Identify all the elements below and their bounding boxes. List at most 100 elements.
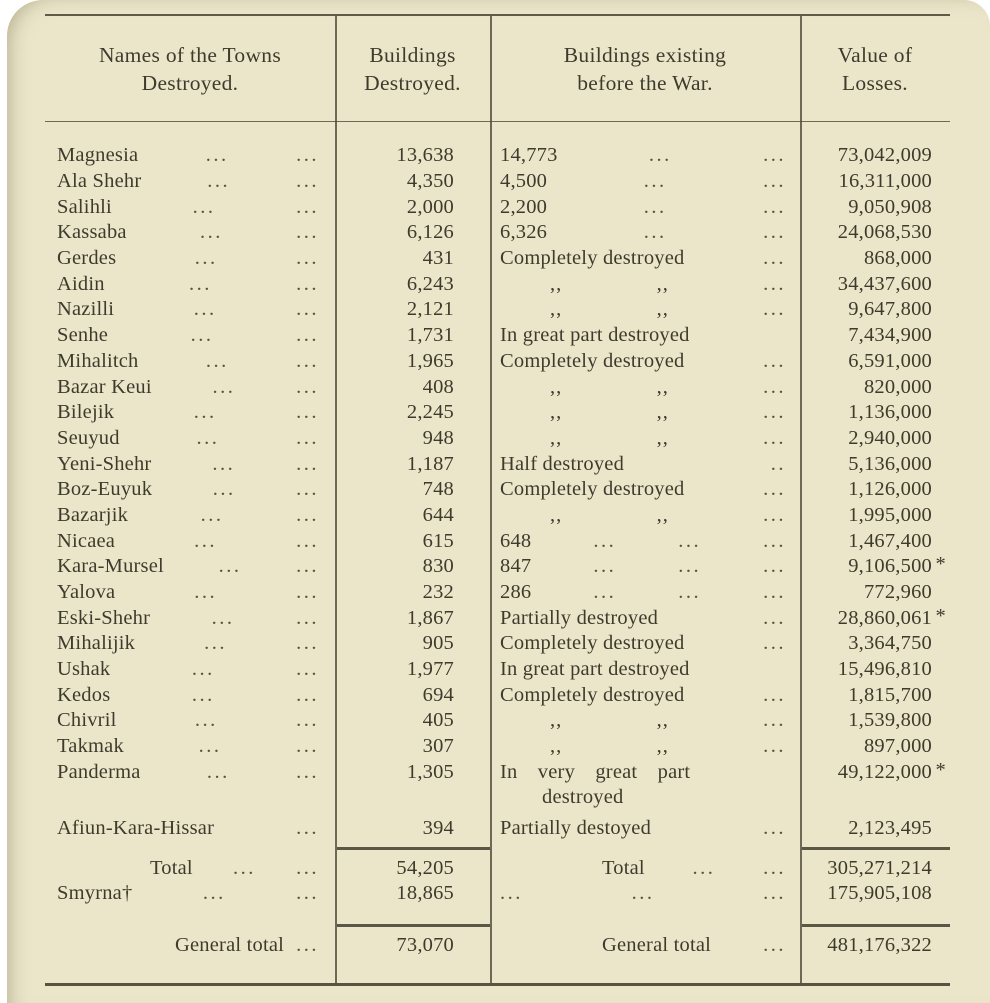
before-war-text: Completely destroyed: [500, 349, 685, 372]
town-cell: Gerdes......: [45, 247, 335, 270]
header-before-war: Buildings existing before the War.: [490, 41, 800, 97]
town-label: Nazilli: [57, 298, 115, 321]
before-war-text: 2,200: [500, 195, 548, 218]
dot-leader: ...: [296, 272, 319, 295]
dot-leader: ...: [296, 324, 319, 347]
before-war-cell: ,,,,...: [490, 427, 800, 450]
dot-leader: ...: [763, 816, 786, 839]
dot-leader: ...: [763, 221, 786, 244]
dot-leader: ...: [296, 816, 319, 839]
town-cell: Salihli......: [45, 196, 335, 219]
value-of-losses-cell: 1,539,800: [800, 709, 950, 732]
value-label: 1,126,000: [848, 478, 932, 501]
dot-leader: ...: [763, 856, 786, 879]
dot-leader: ...: [763, 272, 786, 295]
dot-leader: ...: [296, 478, 319, 501]
dot-leader: ...: [763, 349, 786, 372]
dot-leader: ...: [191, 683, 215, 706]
header-before-line1: Buildings existing: [563, 42, 727, 67]
general-label-cell: General total ...: [45, 934, 335, 957]
dot-leader: ...: [643, 195, 667, 218]
dot-leader: ...: [763, 170, 786, 193]
table-body: Magnesia...... 13,638 14,773...... 73,04…: [45, 122, 950, 958]
header-towns-line2: Destroyed.: [141, 70, 239, 95]
town-label: Kara-Mursel: [57, 555, 164, 578]
smyrna-row: Smyrna† ... ... 18,865 ... ... ... 175,9…: [45, 881, 950, 907]
value-of-losses-cell: 9,050,908: [800, 196, 950, 219]
value-label: 772,960: [863, 581, 932, 604]
before-war-cell: ,,,,...: [490, 376, 800, 399]
dot-leader: ...: [763, 195, 786, 218]
town-label: Yeni-Shehr: [57, 452, 152, 475]
table-row: Ala Shehr...... 4,350 4,500...... 16,311…: [45, 169, 950, 195]
dot-leader: ...: [296, 375, 319, 398]
dot-leader: ...: [218, 555, 242, 578]
before-war-text: 847: [500, 555, 532, 578]
table-row: Takmak...... 307 ,,,,... 897,000: [45, 734, 950, 760]
dot-leader: ...: [194, 709, 218, 732]
header-before-line2: before the War.: [577, 70, 713, 95]
dot-leader: ...: [296, 503, 319, 526]
before-war-cell: Completely destroyed...: [490, 350, 800, 373]
before-war-text: Completely destroyed: [500, 683, 685, 706]
before-war-text: Completely destroyed: [500, 632, 685, 655]
town-cell: Afiun-Kara-Hissar...: [45, 817, 335, 840]
value-of-losses-cell: 1,995,000: [800, 504, 950, 527]
dot-leader: ...: [199, 221, 223, 244]
dot-leader: ...: [206, 760, 230, 783]
town-cell: Ushak......: [45, 658, 335, 681]
dot-leader: ...: [500, 882, 523, 905]
before-war-cell: Partially destoyed...: [490, 817, 800, 840]
dot-leader: ...: [593, 581, 617, 604]
dot-leader: ...: [202, 882, 226, 905]
town-label: Nicaea: [57, 529, 116, 552]
value-label: 2,123,495: [848, 816, 932, 839]
smyrna-before-cell: ... ... ...: [490, 882, 800, 905]
dot-leader: ...: [763, 581, 786, 604]
table-row: Mihalijik...... 905 Completely destroyed…: [45, 631, 950, 657]
table-row: Magnesia...... 13,638 14,773...... 73,04…: [45, 143, 950, 169]
buildings-destroyed-cell: 1,305: [406, 760, 454, 783]
dot-leader: ...: [296, 170, 319, 193]
ditto-mark: ,,: [656, 735, 669, 758]
before-war-text: destroyed: [542, 786, 624, 809]
table-row: Seuyud...... 948 ,,,,... 2,940,000: [45, 426, 950, 452]
town-cell: Seuyud......: [45, 427, 335, 450]
buildings-destroyed-cell: 2,245: [406, 401, 454, 424]
town-label: Boz-Euyuk: [57, 478, 153, 501]
before-war-cell: In great part destroyed: [490, 658, 800, 681]
town-label: Mihalitch: [57, 349, 139, 372]
header-buildings-destroyed: Buildings Destroyed.: [335, 41, 490, 97]
ditto-mark: ,,: [656, 426, 669, 449]
before-war-cell: 286.........: [490, 581, 800, 604]
buildings-destroyed-cell: 948: [422, 426, 454, 449]
value-label: 9,050,908: [848, 195, 932, 218]
buildings-destroyed-cell: 1,977: [406, 658, 454, 681]
buildings-destroyed-cell: 4,350: [406, 170, 454, 193]
town-label: Eski-Shehr: [57, 606, 151, 629]
buildings-destroyed-cell: 1,867: [406, 606, 454, 629]
total-label-cell: Total ... ...: [45, 857, 335, 880]
value-label: 2,940,000: [848, 426, 932, 449]
dot-leader: ...: [296, 709, 319, 732]
before-war-cell: ,,,,...: [490, 709, 800, 732]
dot-leader: ...: [296, 632, 319, 655]
town-cell: Panderma......: [45, 760, 335, 786]
town-cell: Bazar Keui......: [45, 376, 335, 399]
table-row: Mihalitch...... 1,965 Completely destroy…: [45, 349, 950, 375]
value-label: 1,136,000: [848, 401, 932, 424]
dot-leader: ...: [763, 144, 786, 167]
dot-leader: ...: [233, 856, 256, 879]
ditto-mark: ,,: [656, 709, 669, 732]
town-cell: Chivril......: [45, 709, 335, 732]
table-header: Names of the Towns Destroyed. Buildings …: [45, 16, 950, 122]
dot-leader: ...: [192, 195, 216, 218]
before-war-text: In great part destroyed: [500, 658, 690, 681]
town-rows: Magnesia...... 13,638 14,773...... 73,04…: [45, 143, 950, 841]
column-divider-3: [800, 16, 802, 983]
town-cell: Senhe......: [45, 324, 335, 347]
value-of-losses-cell: 2,123,495: [800, 817, 950, 840]
before-war-text: 4,500: [500, 170, 548, 193]
asterisk: *: [935, 758, 946, 781]
before-war-cell: Completely destroyed...: [490, 247, 800, 270]
